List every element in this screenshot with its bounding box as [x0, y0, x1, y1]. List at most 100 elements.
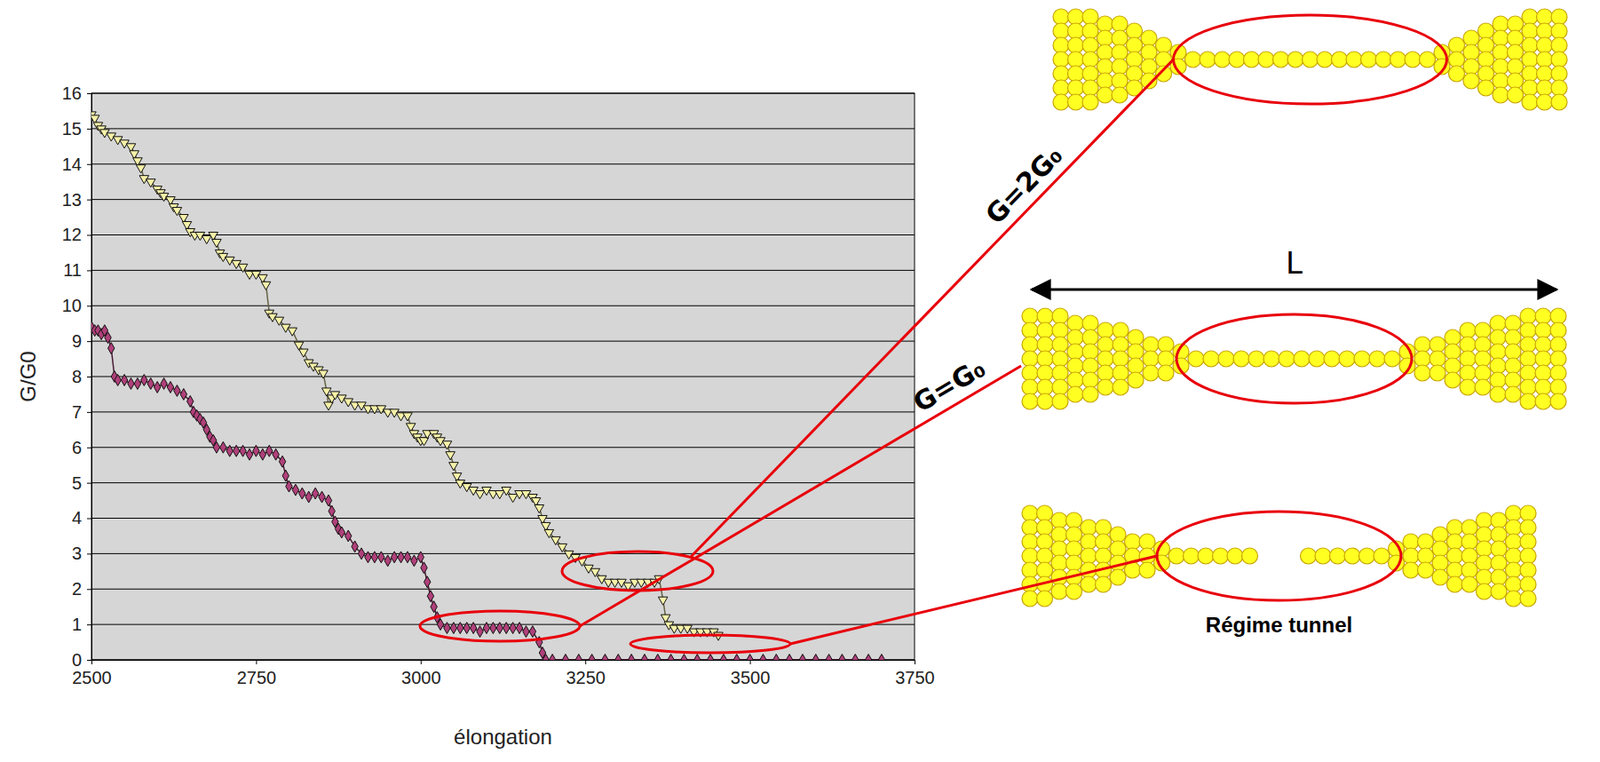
junction	[1021, 308, 1567, 410]
y-tick-label: 12	[62, 224, 82, 245]
data-point	[657, 596, 668, 605]
data-point	[351, 540, 358, 553]
highlight-ellipse	[1173, 15, 1448, 104]
atom	[1157, 350, 1174, 367]
atom	[1068, 94, 1085, 111]
atom	[1021, 364, 1038, 381]
data-point	[135, 165, 146, 174]
atom	[1097, 350, 1114, 367]
x-tick-mark	[420, 659, 422, 665]
x-axis-line	[92, 660, 916, 666]
data-point	[529, 625, 536, 638]
atom	[1489, 372, 1506, 389]
y-tick-mark	[87, 164, 92, 166]
atom	[1417, 562, 1434, 579]
atom	[1490, 526, 1507, 543]
atom	[1521, 23, 1538, 40]
grid-line	[91, 517, 915, 519]
atom	[1463, 44, 1480, 61]
data-point	[463, 622, 470, 634]
atom	[1188, 350, 1204, 367]
atom	[1287, 51, 1304, 68]
plot-frame	[91, 93, 915, 660]
data-point	[299, 348, 309, 357]
data-point	[450, 622, 457, 634]
data-point	[430, 601, 437, 613]
atom	[1243, 51, 1260, 68]
atom	[1126, 65, 1143, 82]
y-tick-mark	[87, 659, 92, 661]
atom	[1142, 350, 1159, 367]
data-point	[601, 654, 609, 660]
leader-line	[690, 59, 1174, 557]
highlight-ellipse	[1156, 511, 1402, 601]
atom	[1551, 94, 1568, 111]
atom	[1068, 23, 1085, 40]
data-point	[449, 462, 460, 471]
atom	[1504, 343, 1521, 360]
atom	[1140, 30, 1157, 47]
atom	[1051, 526, 1068, 543]
chart-ellipse	[419, 610, 580, 642]
atom	[1082, 8, 1099, 25]
series-line	[91, 114, 719, 635]
x-tick-label: 3750	[895, 667, 935, 688]
atom	[1490, 569, 1507, 586]
atom	[1490, 512, 1507, 529]
atom	[1067, 315, 1084, 332]
atom	[1551, 23, 1568, 40]
chart-svg: 2500275030003250350037500123456789101112…	[0, 0, 1600, 762]
atom	[1183, 547, 1200, 564]
atom	[1536, 65, 1553, 82]
atom	[1053, 23, 1070, 40]
data-point	[443, 622, 451, 634]
series-1	[91, 111, 723, 641]
atom	[1051, 583, 1068, 600]
data-point	[166, 381, 174, 394]
y-tick-mark	[87, 447, 92, 449]
atom	[1535, 364, 1552, 381]
data-point	[615, 654, 622, 660]
data-point	[442, 441, 452, 450]
data-point	[282, 469, 289, 482]
x-tick-label: 3250	[565, 667, 606, 688]
atom	[1111, 58, 1128, 75]
atom	[1112, 364, 1129, 381]
atom	[1521, 51, 1538, 68]
atom	[1520, 562, 1537, 579]
atom	[1520, 505, 1537, 522]
atom	[1258, 51, 1275, 68]
y-tick: 15	[62, 118, 92, 139]
grid-line	[91, 588, 915, 590]
y-axis-title: G/G0	[15, 350, 40, 402]
y-tick-mark	[87, 588, 92, 590]
atom	[1478, 51, 1495, 68]
atom	[1429, 364, 1446, 381]
series-line	[91, 326, 882, 660]
atom	[1520, 379, 1537, 396]
atom	[1082, 372, 1099, 389]
atom	[1463, 30, 1480, 47]
atom	[1052, 308, 1069, 325]
data-point	[507, 494, 518, 503]
atom	[1037, 336, 1054, 353]
atom	[1082, 23, 1099, 40]
data-point	[852, 654, 859, 660]
data-point	[141, 374, 148, 387]
junction	[1053, 8, 1568, 111]
data-point	[799, 654, 806, 660]
data-point	[403, 412, 413, 421]
atom	[1504, 357, 1521, 374]
atom	[1066, 540, 1083, 557]
data-point	[667, 654, 674, 660]
atom	[1432, 554, 1449, 571]
atom	[1097, 58, 1114, 75]
data-point	[720, 654, 727, 660]
y-tick-label: 8	[71, 366, 82, 387]
grid-line	[91, 376, 915, 378]
atom	[1111, 30, 1128, 47]
atom	[1536, 8, 1553, 25]
data-point	[839, 654, 846, 660]
y-tick-label: 11	[63, 260, 82, 280]
atom	[1037, 547, 1054, 564]
